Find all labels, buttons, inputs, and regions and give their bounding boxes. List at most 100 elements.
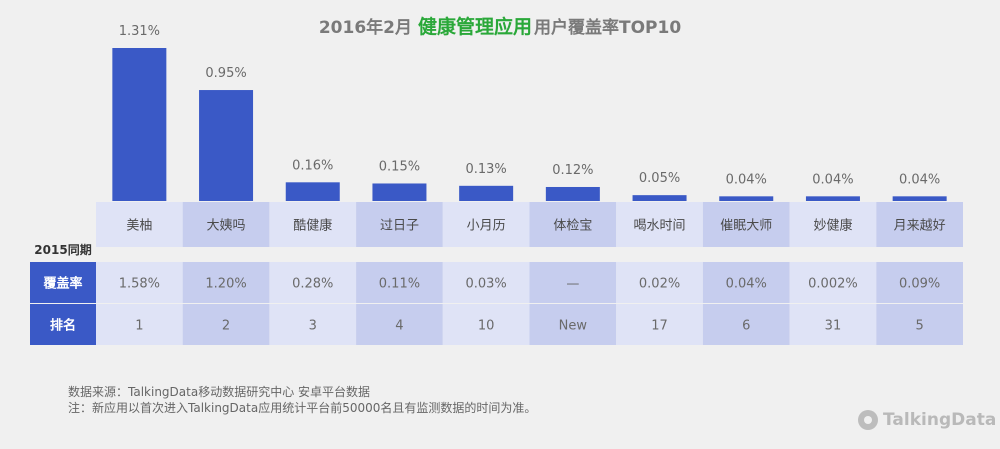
logo-icon bbox=[858, 410, 878, 430]
bar-value-label: 0.95% bbox=[205, 66, 246, 81]
title-prefix: 2016年2月 bbox=[318, 18, 412, 38]
category-label: 喝水时间 bbox=[634, 219, 686, 234]
category-cell-bg bbox=[356, 202, 443, 247]
rank-cell-bg bbox=[96, 304, 183, 345]
category-label: 妙健康 bbox=[813, 218, 852, 234]
category-labels: 美柚 大姨吗 酷健康 过日子 小月历 体检宝 喝水时间 催眠大师 妙健康 月来越好 bbox=[126, 218, 945, 234]
coverage-cell-bg bbox=[616, 262, 703, 303]
row-header-label: 排名 bbox=[50, 318, 76, 334]
rank-value: 4 bbox=[395, 319, 403, 334]
title-suffix: 用户覆盖率TOP10 bbox=[534, 18, 682, 38]
category-cell-bg bbox=[876, 202, 963, 247]
bar bbox=[199, 90, 254, 201]
bar bbox=[459, 185, 514, 201]
category-label: 体检宝 bbox=[553, 219, 592, 234]
coverage-value: 0.02% bbox=[639, 277, 680, 292]
rank-value: New bbox=[559, 319, 588, 334]
rank-cell-bg bbox=[702, 304, 790, 345]
bar-value-label: 0.16% bbox=[292, 158, 333, 173]
logo-text: TalkingData bbox=[883, 410, 997, 430]
rank-value: 2 bbox=[222, 319, 230, 334]
category-label: 美柚 bbox=[126, 219, 152, 234]
rank-cell-bg bbox=[356, 304, 443, 345]
rank-value: 1 bbox=[135, 319, 143, 334]
coverage-value: 0.28% bbox=[292, 277, 333, 292]
coverage-value: 0.04% bbox=[726, 277, 767, 292]
bar bbox=[719, 196, 774, 201]
category-cell-bg bbox=[442, 202, 530, 247]
coverage-value: 1.20% bbox=[205, 277, 246, 292]
bar bbox=[545, 186, 600, 201]
chart-title: 2016年2月 健康管理应用 用户覆盖率TOP10 bbox=[0, 12, 1000, 39]
definition-note: 注：新应用以首次进入TalkingData应用统计平台前50000名且有监测数据… bbox=[68, 401, 537, 415]
table-background bbox=[96, 202, 963, 345]
rank-value: 10 bbox=[478, 319, 495, 334]
coverage-value: 0.11% bbox=[379, 277, 420, 292]
coverage-cell-bg bbox=[876, 262, 963, 303]
bar-value-label: 0.12% bbox=[552, 163, 593, 178]
bar bbox=[805, 196, 860, 201]
talkingdata-logo: TalkingData bbox=[858, 410, 996, 430]
rank-cell-bg bbox=[529, 304, 617, 345]
coverage-cell-bg bbox=[182, 262, 270, 303]
row-header-label: 覆盖率 bbox=[43, 276, 82, 292]
title-highlight: 健康管理应用 bbox=[417, 16, 532, 38]
rank-value: 6 bbox=[742, 319, 750, 334]
rank-cell-bg bbox=[789, 304, 877, 345]
coverage-value: — bbox=[566, 277, 579, 292]
bar-value-label: 0.04% bbox=[726, 172, 767, 187]
category-cell-bg bbox=[616, 202, 703, 247]
bar-value-label: 0.05% bbox=[639, 171, 680, 186]
coverage-value: 1.58% bbox=[119, 277, 160, 292]
category-cell-bg bbox=[182, 202, 270, 247]
coverage-value: 0.002% bbox=[808, 277, 858, 292]
bar-value-label: 0.15% bbox=[379, 159, 420, 174]
bar-value-label: 0.04% bbox=[812, 172, 853, 187]
rank-cell-bg bbox=[182, 304, 270, 345]
source-note: 数据来源：TalkingData移动数据研究中心 安卓平台数据 bbox=[68, 385, 371, 399]
rank-cell-bg bbox=[269, 304, 357, 345]
category-label: 月来越好 bbox=[894, 219, 946, 234]
rank-value: 3 bbox=[309, 319, 317, 334]
year-label: 2015同期 bbox=[34, 242, 91, 257]
footnote: 数据来源：TalkingData移动数据研究中心 安卓平台数据 注：新应用以首次… bbox=[68, 384, 536, 416]
coverage-cell-bg bbox=[96, 262, 183, 303]
coverage-cell-bg bbox=[702, 262, 790, 303]
category-label: 大姨吗 bbox=[207, 219, 246, 234]
rank-cell-bg bbox=[616, 304, 703, 345]
rank-value: 31 bbox=[825, 319, 842, 334]
bar bbox=[112, 48, 167, 201]
category-label: 小月历 bbox=[467, 219, 506, 234]
table-cells: 1.58% 1 1.20% 2 0.28% 3 0.11% 4 0.03% 10 — New 0.02%… bbox=[119, 277, 941, 334]
bar bbox=[285, 182, 340, 201]
category-cell-bg bbox=[529, 202, 617, 247]
category-label: 催眠大师 bbox=[720, 219, 772, 234]
category-cell-bg bbox=[269, 202, 357, 247]
bar-value-label: 1.31% bbox=[119, 24, 160, 39]
category-cell-bg bbox=[702, 202, 790, 247]
row-header-bg bbox=[30, 262, 96, 303]
coverage-value: 0.09% bbox=[899, 277, 940, 292]
bar bbox=[372, 183, 427, 201]
bars bbox=[112, 48, 947, 201]
coverage-cell-bg bbox=[529, 262, 617, 303]
bar bbox=[632, 195, 687, 201]
category-label: 过日子 bbox=[380, 219, 419, 234]
bar bbox=[892, 196, 947, 201]
rank-cell-bg bbox=[876, 304, 963, 345]
category-cell-bg bbox=[789, 202, 877, 247]
rank-cell-bg bbox=[442, 304, 530, 345]
category-cell-bg bbox=[96, 202, 183, 247]
bar-value-label: 0.04% bbox=[899, 172, 940, 187]
coverage-cell-bg bbox=[442, 262, 530, 303]
rank-value: 5 bbox=[916, 319, 924, 334]
coverage-cell-bg bbox=[269, 262, 357, 303]
rank-value: 17 bbox=[651, 319, 668, 334]
coverage-value: 0.03% bbox=[465, 277, 506, 292]
coverage-cell-bg bbox=[789, 262, 877, 303]
bar-value-label: 0.13% bbox=[465, 162, 506, 177]
coverage-cell-bg bbox=[356, 262, 443, 303]
row-header-bg bbox=[30, 304, 96, 345]
